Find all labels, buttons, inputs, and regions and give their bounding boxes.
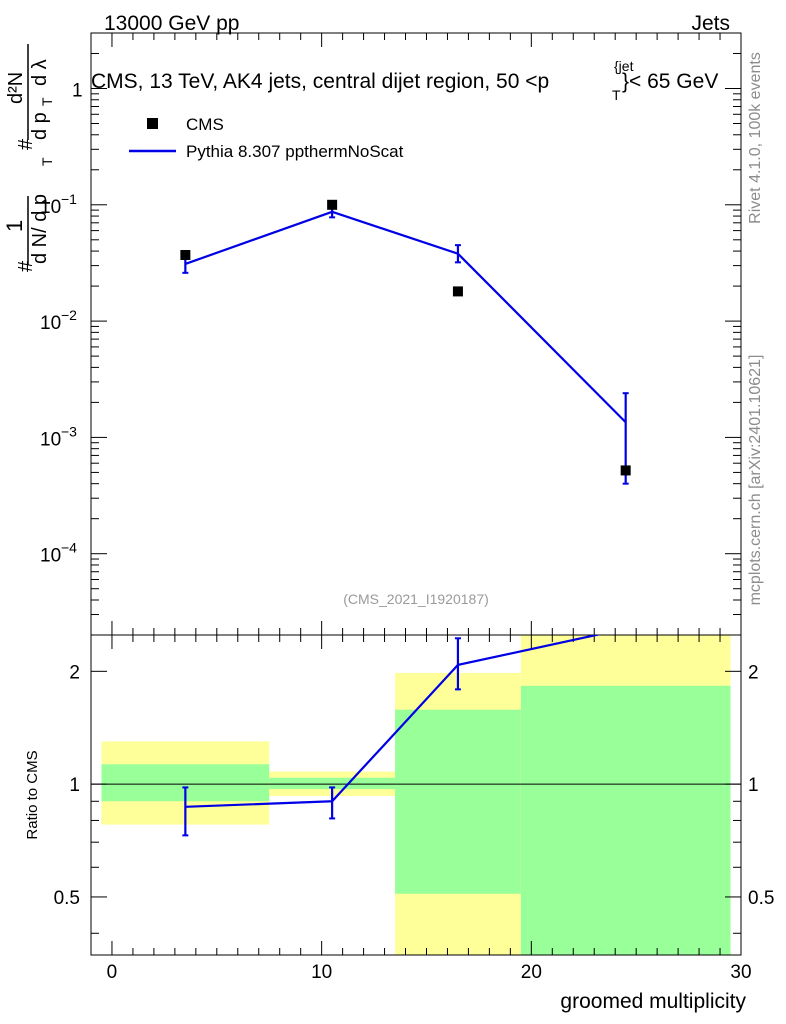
ratio-band-inner: [520, 685, 731, 955]
ratio-ytick-label-right: 2: [748, 662, 759, 683]
mcplots-label: mcplots.cern.ch [arXiv:2401.10621]: [747, 355, 764, 606]
ratio-ytick-label-right: 1: [748, 775, 759, 796]
mc-line: [184, 210, 627, 424]
ratio-xtick-label: 20: [521, 962, 542, 983]
ylabel-d2n: d²N: [5, 72, 27, 104]
title-main: CMS, 13 TeV, AK4 jets, central dijet reg…: [91, 70, 549, 93]
main-ytick-exp: −2: [61, 307, 77, 323]
cms-point: [452, 286, 463, 297]
main-ylabel: # 1 d N/ d p T # d²N d p T d λ: [2, 44, 55, 272]
ylabel-t2: T: [39, 97, 55, 106]
watermark: (CMS_2021_I1920187): [343, 591, 489, 607]
main-panel: 110−110−210−310−4 (CMS_2021_I1920187): [40, 32, 742, 636]
ratio-xtick-label: 30: [730, 962, 751, 983]
legend-label-cms: CMS: [186, 115, 224, 134]
cms-point: [327, 199, 338, 210]
main-ytick-exp: −1: [61, 191, 77, 207]
ratio-ytick-label: 2: [69, 662, 80, 683]
ylabel-dpt: d p: [29, 112, 51, 140]
legend-label-mc: Pythia 8.307 ppthermNoScat: [186, 142, 404, 161]
ratio-panel: 0 10 20 30 0.5 0.5 1 1 2 2 Ratio to CMS groomed m…: [24, 634, 774, 1013]
main-ytick-exp: −4: [61, 540, 77, 556]
ratio-xtick-label: 10: [311, 962, 332, 983]
header-left: 13000 GeV pp: [104, 12, 239, 35]
main-ytick-label: 10: [40, 546, 61, 567]
x-axis-label: groomed multiplicity: [560, 990, 746, 1013]
ylabel-dlambda: d λ: [29, 59, 51, 86]
ratio-xtick-label: 0: [107, 962, 118, 983]
ratio-ylabel: Ratio to CMS: [24, 750, 41, 839]
ratio-frame: [90, 634, 742, 956]
main-ytick-label: 1: [72, 80, 83, 101]
main-ytick-label: 10: [40, 197, 61, 218]
ylabel-t1: T: [39, 157, 55, 166]
ratio-band-inner: [395, 709, 521, 894]
main-ytick-label: 10: [40, 429, 61, 450]
cms-point: [180, 250, 191, 261]
ylabel-dndpt: d N/ d p: [29, 194, 51, 264]
ylabel-hash1: #: [15, 260, 37, 272]
ratio-ytick-label: 1: [69, 775, 80, 796]
main-ytick-exp: −3: [61, 423, 77, 439]
title-sub: T: [612, 87, 621, 103]
ratio-ytick-label: 0.5: [54, 888, 80, 909]
ratio-ytick-label-right: 0.5: [748, 888, 774, 909]
ylabel-one: 1: [2, 220, 27, 232]
cms-point: [620, 465, 631, 476]
main-ytick-label: 10: [40, 313, 61, 334]
title-sup: {jet: [614, 58, 634, 74]
ratio-mc-line: [185, 635, 602, 808]
ratio-bands: [101, 635, 731, 955]
title-tail: }< 65 GeV: [622, 70, 718, 93]
ylabel-hash2: #: [15, 138, 37, 150]
rivet-label: Rivet 4.1.0, 100k events: [747, 52, 764, 224]
ratio-band-inner: [269, 777, 396, 790]
plot-title: CMS, 13 TeV, AK4 jets, central dijet reg…: [91, 58, 718, 103]
legend-marker-cms: [147, 118, 158, 129]
header-right: Jets: [691, 12, 730, 35]
legend: CMS Pythia 8.307 ppthermNoScat: [129, 115, 404, 161]
main-ticks: 110−110−210−310−4: [40, 32, 742, 636]
ratio-marks: [182, 637, 461, 837]
